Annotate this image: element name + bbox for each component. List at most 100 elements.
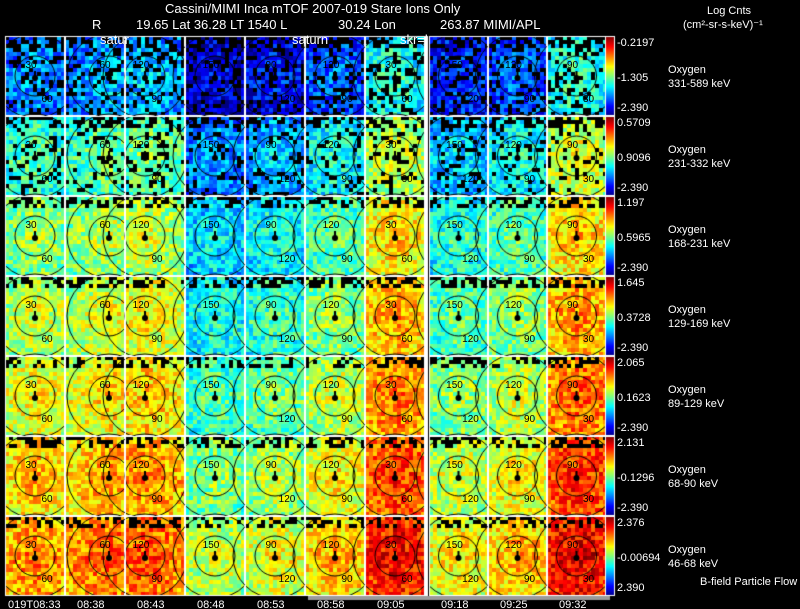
- contour-label: 60: [41, 494, 53, 505]
- contour-label: 120: [462, 574, 479, 585]
- contour-label: 90: [566, 300, 579, 311]
- colorbar-max-label: 1.197: [617, 197, 645, 209]
- contour-label: 60: [401, 334, 413, 345]
- contour-label: 90: [523, 174, 536, 185]
- contour-label: 150: [446, 300, 463, 311]
- colorbar-max-label: 2.376: [617, 517, 645, 529]
- contour-label: 120: [278, 174, 296, 185]
- contour-label: 120: [322, 140, 340, 151]
- contour-label: 120: [322, 540, 340, 551]
- contour-label: 90: [265, 380, 277, 391]
- contour-label: 150: [446, 540, 463, 551]
- r-label: R: [92, 17, 102, 32]
- contour-label: 30: [25, 140, 37, 151]
- row-species-label: Oxygen: [668, 464, 706, 476]
- contour-label: 60: [41, 414, 53, 425]
- contour-label: 120: [322, 60, 340, 71]
- x-tick-label: 08:38: [77, 599, 105, 609]
- contour-label: 90: [523, 574, 536, 585]
- contour-label: 120: [132, 60, 150, 71]
- marker-skr: skr=l: [400, 32, 428, 47]
- contour-label: 60: [99, 220, 111, 231]
- row-species-label: Oxygen: [668, 144, 706, 156]
- contour-label: 90: [566, 380, 579, 391]
- longitude-info: 30.24 Lon: [338, 17, 396, 32]
- contour-label: 120: [132, 460, 150, 471]
- contour-label: 120: [505, 460, 522, 471]
- contour-label: 90: [341, 254, 353, 265]
- contour-label: 60: [41, 254, 53, 265]
- contour-label: 60: [99, 60, 111, 71]
- contour-label: 30: [582, 494, 595, 505]
- contour-label: 90: [151, 254, 163, 265]
- contour-label: 90: [523, 334, 536, 345]
- contour-label: 120: [462, 334, 479, 345]
- contour-label: 90: [341, 94, 353, 105]
- contour-label: 90: [151, 574, 163, 585]
- contour-label: 90: [523, 94, 536, 105]
- contour-label: 120: [462, 174, 479, 185]
- colorbar-min-label: -2.390: [617, 422, 649, 434]
- contour-label: 150: [202, 60, 220, 71]
- contour-label: 150: [202, 140, 220, 151]
- contour-label: 30: [582, 574, 595, 585]
- contour-label: 30: [25, 460, 37, 471]
- contour-label: 150: [446, 220, 463, 231]
- row-energy-label: 46-68 keV: [668, 558, 719, 570]
- contour-label: 120: [505, 220, 522, 231]
- contour-label: 90: [151, 174, 163, 185]
- contour-label: 60: [401, 574, 413, 585]
- contour-label: 30: [385, 380, 397, 391]
- x-tick-label: 08:58: [317, 599, 345, 609]
- contour-label: 120: [462, 94, 479, 105]
- contour-label: 120: [132, 380, 150, 391]
- contour-label: 60: [41, 574, 53, 585]
- contour-label: 60: [41, 94, 53, 105]
- contour-label: 150: [202, 380, 220, 391]
- contour-label: 90: [151, 414, 163, 425]
- colorbar-mid-label: -1.305: [617, 72, 649, 84]
- marker-satur: satur: [100, 32, 129, 47]
- contour-label: 120: [278, 574, 296, 585]
- contour-label: 120: [278, 494, 296, 505]
- contour-label: 150: [446, 380, 463, 391]
- contour-label: 90: [265, 300, 277, 311]
- plot-title: Cassini/MIMI Inca mTOF 2007-019 Stare Io…: [165, 1, 461, 16]
- row-energy-label: 129-169 keV: [668, 318, 731, 330]
- contour-label: 120: [505, 140, 522, 151]
- contour-label: 90: [523, 254, 536, 265]
- contour-label: 90: [566, 220, 579, 231]
- colorbar-max-label: -0.2197: [617, 37, 655, 49]
- contour-label: 90: [341, 494, 353, 505]
- colorbar-mid-label: 0.5965: [617, 232, 651, 244]
- x-tick-label: 08:53: [257, 599, 285, 609]
- contour-label: 60: [99, 380, 111, 391]
- colorbar-mid-label: 0.1623: [617, 392, 651, 404]
- contour-label: 120: [322, 300, 340, 311]
- contour-label: 60: [99, 140, 111, 151]
- contour-label: 120: [132, 220, 150, 231]
- contour-label: 120: [505, 540, 522, 551]
- contour-label: 150: [202, 540, 220, 551]
- contour-label: 30: [25, 220, 37, 231]
- contour-label: 150: [202, 300, 220, 311]
- contour-label: 60: [41, 174, 53, 185]
- row-energy-label: 331-589 keV: [668, 78, 731, 90]
- colorbar-min-label: -2.390: [617, 342, 649, 354]
- contour-label: 30: [385, 60, 397, 71]
- contour-label: 120: [505, 380, 522, 391]
- bfield-legend: B-field Particle Flow: [700, 576, 798, 588]
- x-tick-label: 08:48: [197, 599, 225, 609]
- colorbar-min-label: 2.390: [617, 582, 645, 594]
- x-tick-label: 09:05: [377, 599, 405, 609]
- colorbar-min-label: -2.390: [617, 102, 649, 114]
- contour-label: 60: [401, 254, 413, 265]
- contour-label: 120: [132, 140, 150, 151]
- contour-label: 120: [505, 60, 522, 71]
- contour-label: 120: [462, 494, 479, 505]
- contour-label: 30: [25, 300, 37, 311]
- contour-label: 30: [25, 540, 37, 551]
- contour-label: 90: [566, 460, 579, 471]
- colorbar-mid-label: -0.00694: [617, 552, 661, 564]
